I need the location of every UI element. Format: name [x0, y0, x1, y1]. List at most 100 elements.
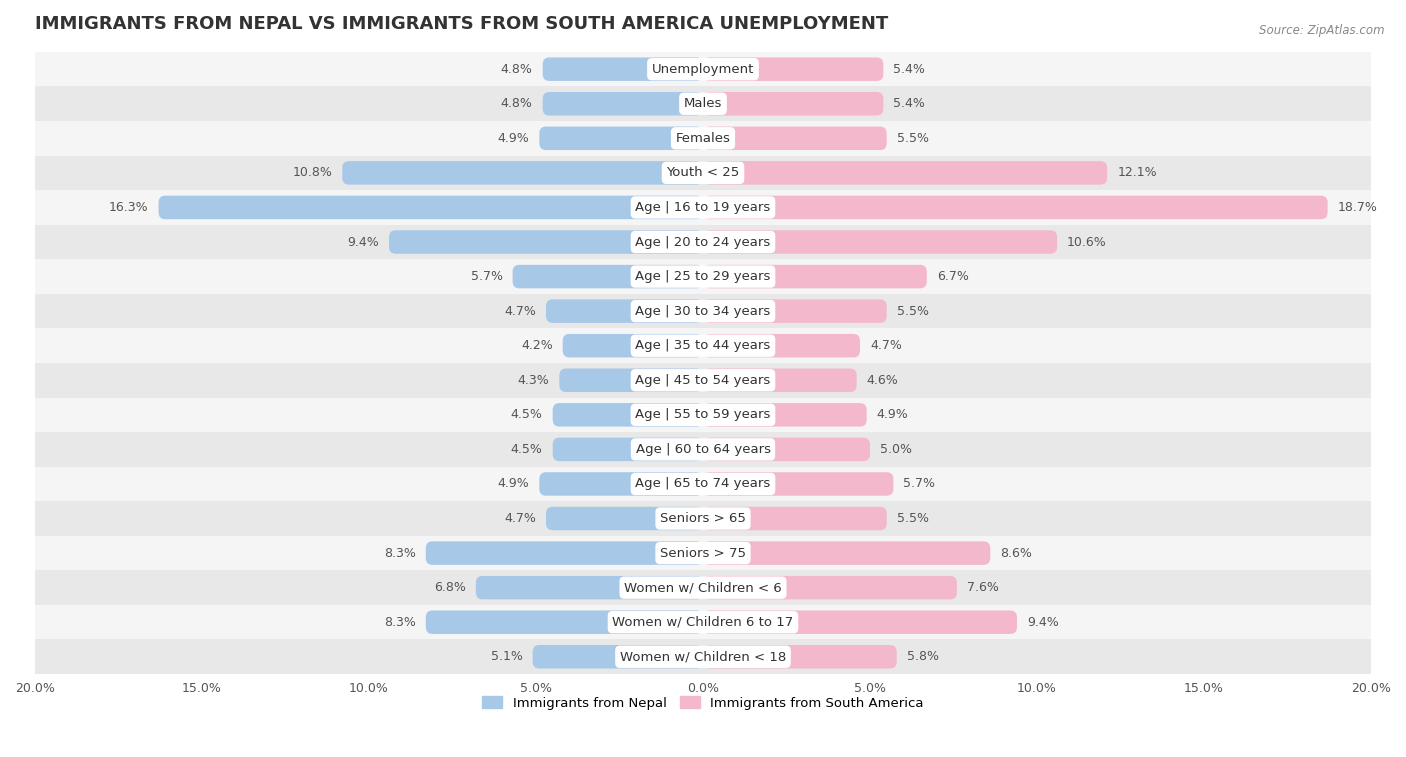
FancyBboxPatch shape	[389, 230, 703, 254]
Text: Males: Males	[683, 97, 723, 111]
Bar	[35, 52, 1371, 86]
Bar	[35, 363, 1371, 397]
FancyBboxPatch shape	[703, 438, 870, 461]
Text: 8.3%: 8.3%	[384, 547, 416, 559]
Bar	[35, 432, 1371, 466]
Text: Age | 65 to 74 years: Age | 65 to 74 years	[636, 478, 770, 491]
FancyBboxPatch shape	[703, 506, 887, 530]
FancyBboxPatch shape	[703, 472, 893, 496]
Text: 4.7%: 4.7%	[505, 512, 536, 525]
FancyBboxPatch shape	[159, 196, 703, 220]
Text: Age | 55 to 59 years: Age | 55 to 59 years	[636, 408, 770, 422]
Bar	[35, 397, 1371, 432]
Text: 6.7%: 6.7%	[936, 270, 969, 283]
Bar	[35, 225, 1371, 260]
Text: 4.9%: 4.9%	[498, 478, 529, 491]
FancyBboxPatch shape	[703, 541, 990, 565]
Text: 4.7%: 4.7%	[870, 339, 901, 352]
FancyBboxPatch shape	[533, 645, 703, 668]
Bar	[35, 466, 1371, 501]
Text: 4.7%: 4.7%	[505, 304, 536, 318]
Legend: Immigrants from Nepal, Immigrants from South America: Immigrants from Nepal, Immigrants from S…	[477, 691, 929, 715]
Text: 4.8%: 4.8%	[501, 63, 533, 76]
Text: 5.5%: 5.5%	[897, 132, 929, 145]
Bar	[35, 156, 1371, 190]
Text: 4.2%: 4.2%	[522, 339, 553, 352]
Bar	[35, 536, 1371, 570]
FancyBboxPatch shape	[426, 541, 703, 565]
FancyBboxPatch shape	[540, 472, 703, 496]
FancyBboxPatch shape	[543, 92, 703, 116]
FancyBboxPatch shape	[703, 58, 883, 81]
Text: 18.7%: 18.7%	[1337, 201, 1378, 214]
FancyBboxPatch shape	[553, 438, 703, 461]
Text: 4.5%: 4.5%	[510, 443, 543, 456]
Text: 4.9%: 4.9%	[498, 132, 529, 145]
FancyBboxPatch shape	[703, 265, 927, 288]
FancyBboxPatch shape	[513, 265, 703, 288]
FancyBboxPatch shape	[703, 92, 883, 116]
Text: 7.6%: 7.6%	[967, 581, 998, 594]
FancyBboxPatch shape	[540, 126, 703, 150]
FancyBboxPatch shape	[703, 403, 866, 427]
Bar	[35, 605, 1371, 640]
FancyBboxPatch shape	[703, 610, 1017, 634]
Text: Age | 30 to 34 years: Age | 30 to 34 years	[636, 304, 770, 318]
FancyBboxPatch shape	[475, 576, 703, 600]
Text: 16.3%: 16.3%	[108, 201, 149, 214]
Text: Age | 25 to 29 years: Age | 25 to 29 years	[636, 270, 770, 283]
Text: 9.4%: 9.4%	[347, 235, 380, 248]
FancyBboxPatch shape	[546, 299, 703, 323]
FancyBboxPatch shape	[543, 58, 703, 81]
Text: Source: ZipAtlas.com: Source: ZipAtlas.com	[1260, 24, 1385, 37]
Text: Age | 16 to 19 years: Age | 16 to 19 years	[636, 201, 770, 214]
FancyBboxPatch shape	[703, 369, 856, 392]
Text: 12.1%: 12.1%	[1118, 167, 1157, 179]
Text: 10.6%: 10.6%	[1067, 235, 1107, 248]
Text: Females: Females	[675, 132, 731, 145]
FancyBboxPatch shape	[703, 334, 860, 357]
FancyBboxPatch shape	[426, 610, 703, 634]
Text: Age | 35 to 44 years: Age | 35 to 44 years	[636, 339, 770, 352]
Text: Unemployment: Unemployment	[652, 63, 754, 76]
Text: 5.1%: 5.1%	[491, 650, 523, 663]
Text: Women w/ Children 6 to 17: Women w/ Children 6 to 17	[613, 615, 793, 629]
Bar	[35, 501, 1371, 536]
Text: 5.4%: 5.4%	[893, 63, 925, 76]
Text: 4.8%: 4.8%	[501, 97, 533, 111]
Text: Age | 45 to 54 years: Age | 45 to 54 years	[636, 374, 770, 387]
FancyBboxPatch shape	[553, 403, 703, 427]
Text: Youth < 25: Youth < 25	[666, 167, 740, 179]
Text: IMMIGRANTS FROM NEPAL VS IMMIGRANTS FROM SOUTH AMERICA UNEMPLOYMENT: IMMIGRANTS FROM NEPAL VS IMMIGRANTS FROM…	[35, 15, 889, 33]
Text: Age | 20 to 24 years: Age | 20 to 24 years	[636, 235, 770, 248]
Text: Seniors > 65: Seniors > 65	[659, 512, 747, 525]
FancyBboxPatch shape	[703, 196, 1327, 220]
Text: Women w/ Children < 18: Women w/ Children < 18	[620, 650, 786, 663]
Text: 4.9%: 4.9%	[877, 408, 908, 422]
Text: 5.7%: 5.7%	[471, 270, 502, 283]
FancyBboxPatch shape	[703, 230, 1057, 254]
FancyBboxPatch shape	[703, 645, 897, 668]
Text: 8.3%: 8.3%	[384, 615, 416, 629]
FancyBboxPatch shape	[703, 161, 1107, 185]
Bar	[35, 294, 1371, 329]
Text: Women w/ Children < 6: Women w/ Children < 6	[624, 581, 782, 594]
FancyBboxPatch shape	[342, 161, 703, 185]
Text: Seniors > 75: Seniors > 75	[659, 547, 747, 559]
Text: 9.4%: 9.4%	[1026, 615, 1059, 629]
Text: 5.8%: 5.8%	[907, 650, 939, 663]
FancyBboxPatch shape	[703, 299, 887, 323]
Bar	[35, 570, 1371, 605]
Bar	[35, 121, 1371, 156]
Bar	[35, 329, 1371, 363]
Text: Age | 60 to 64 years: Age | 60 to 64 years	[636, 443, 770, 456]
Text: 4.5%: 4.5%	[510, 408, 543, 422]
FancyBboxPatch shape	[560, 369, 703, 392]
Bar	[35, 640, 1371, 674]
Bar	[35, 86, 1371, 121]
Text: 10.8%: 10.8%	[292, 167, 332, 179]
Text: 4.6%: 4.6%	[866, 374, 898, 387]
Text: 5.5%: 5.5%	[897, 512, 929, 525]
Text: 8.6%: 8.6%	[1000, 547, 1032, 559]
Text: 6.8%: 6.8%	[434, 581, 465, 594]
